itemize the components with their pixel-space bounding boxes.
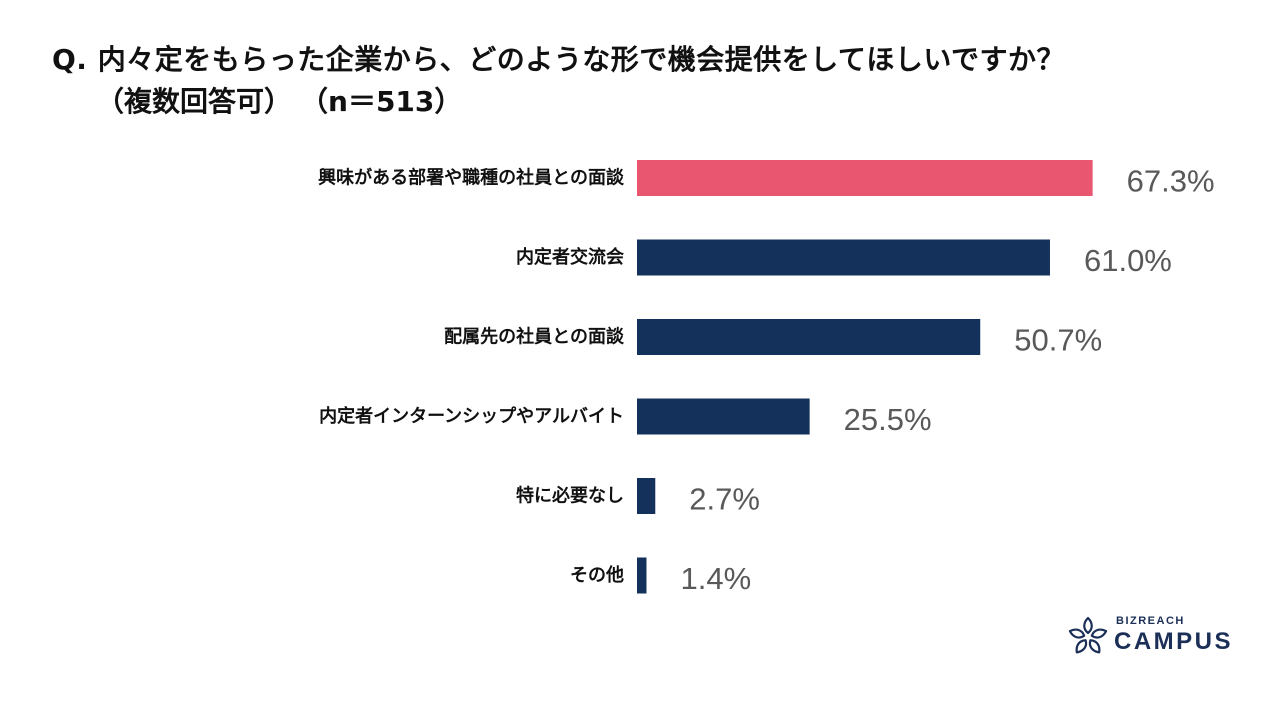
logo-brand-small: BIZREACH	[1116, 615, 1185, 627]
category-label: 特に必要なし	[516, 485, 624, 507]
value-label: 67.3%	[1127, 164, 1215, 199]
logo-brand-name: CAMPUS	[1114, 628, 1234, 655]
value-label: 25.5%	[844, 402, 932, 437]
bar	[637, 398, 810, 435]
category-label: その他	[570, 564, 624, 586]
value-label: 50.7%	[1014, 323, 1102, 358]
bar	[637, 478, 656, 514]
multiple-answer-note: （複数回答可）	[96, 85, 293, 118]
value-label: 2.7%	[689, 482, 760, 517]
bar	[637, 557, 647, 594]
bar	[637, 160, 1093, 196]
value-label: 61.0%	[1084, 243, 1172, 278]
bizreach-campus-logo: BIZREACH CAMPUS	[1066, 612, 1236, 664]
question-subtitle: （複数回答可） （n＝513）	[96, 80, 462, 120]
category-label: 内定者インターンシップやアルバイト	[319, 405, 624, 427]
bar	[637, 319, 981, 355]
bar	[637, 239, 1050, 276]
question-title: Q. 内々定をもらった企業から、どのような形で機会提供をしてほしいですか？	[52, 43, 1066, 76]
category-label: 興味がある部署や職種の社員との面談	[318, 167, 625, 189]
value-label: 1.4%	[680, 561, 751, 596]
category-label: 内定者交流会	[516, 246, 624, 268]
category-label: 配属先の社員との面談	[444, 326, 625, 348]
sample-size: （n＝513）	[314, 85, 463, 118]
flower-icon	[1068, 616, 1108, 654]
